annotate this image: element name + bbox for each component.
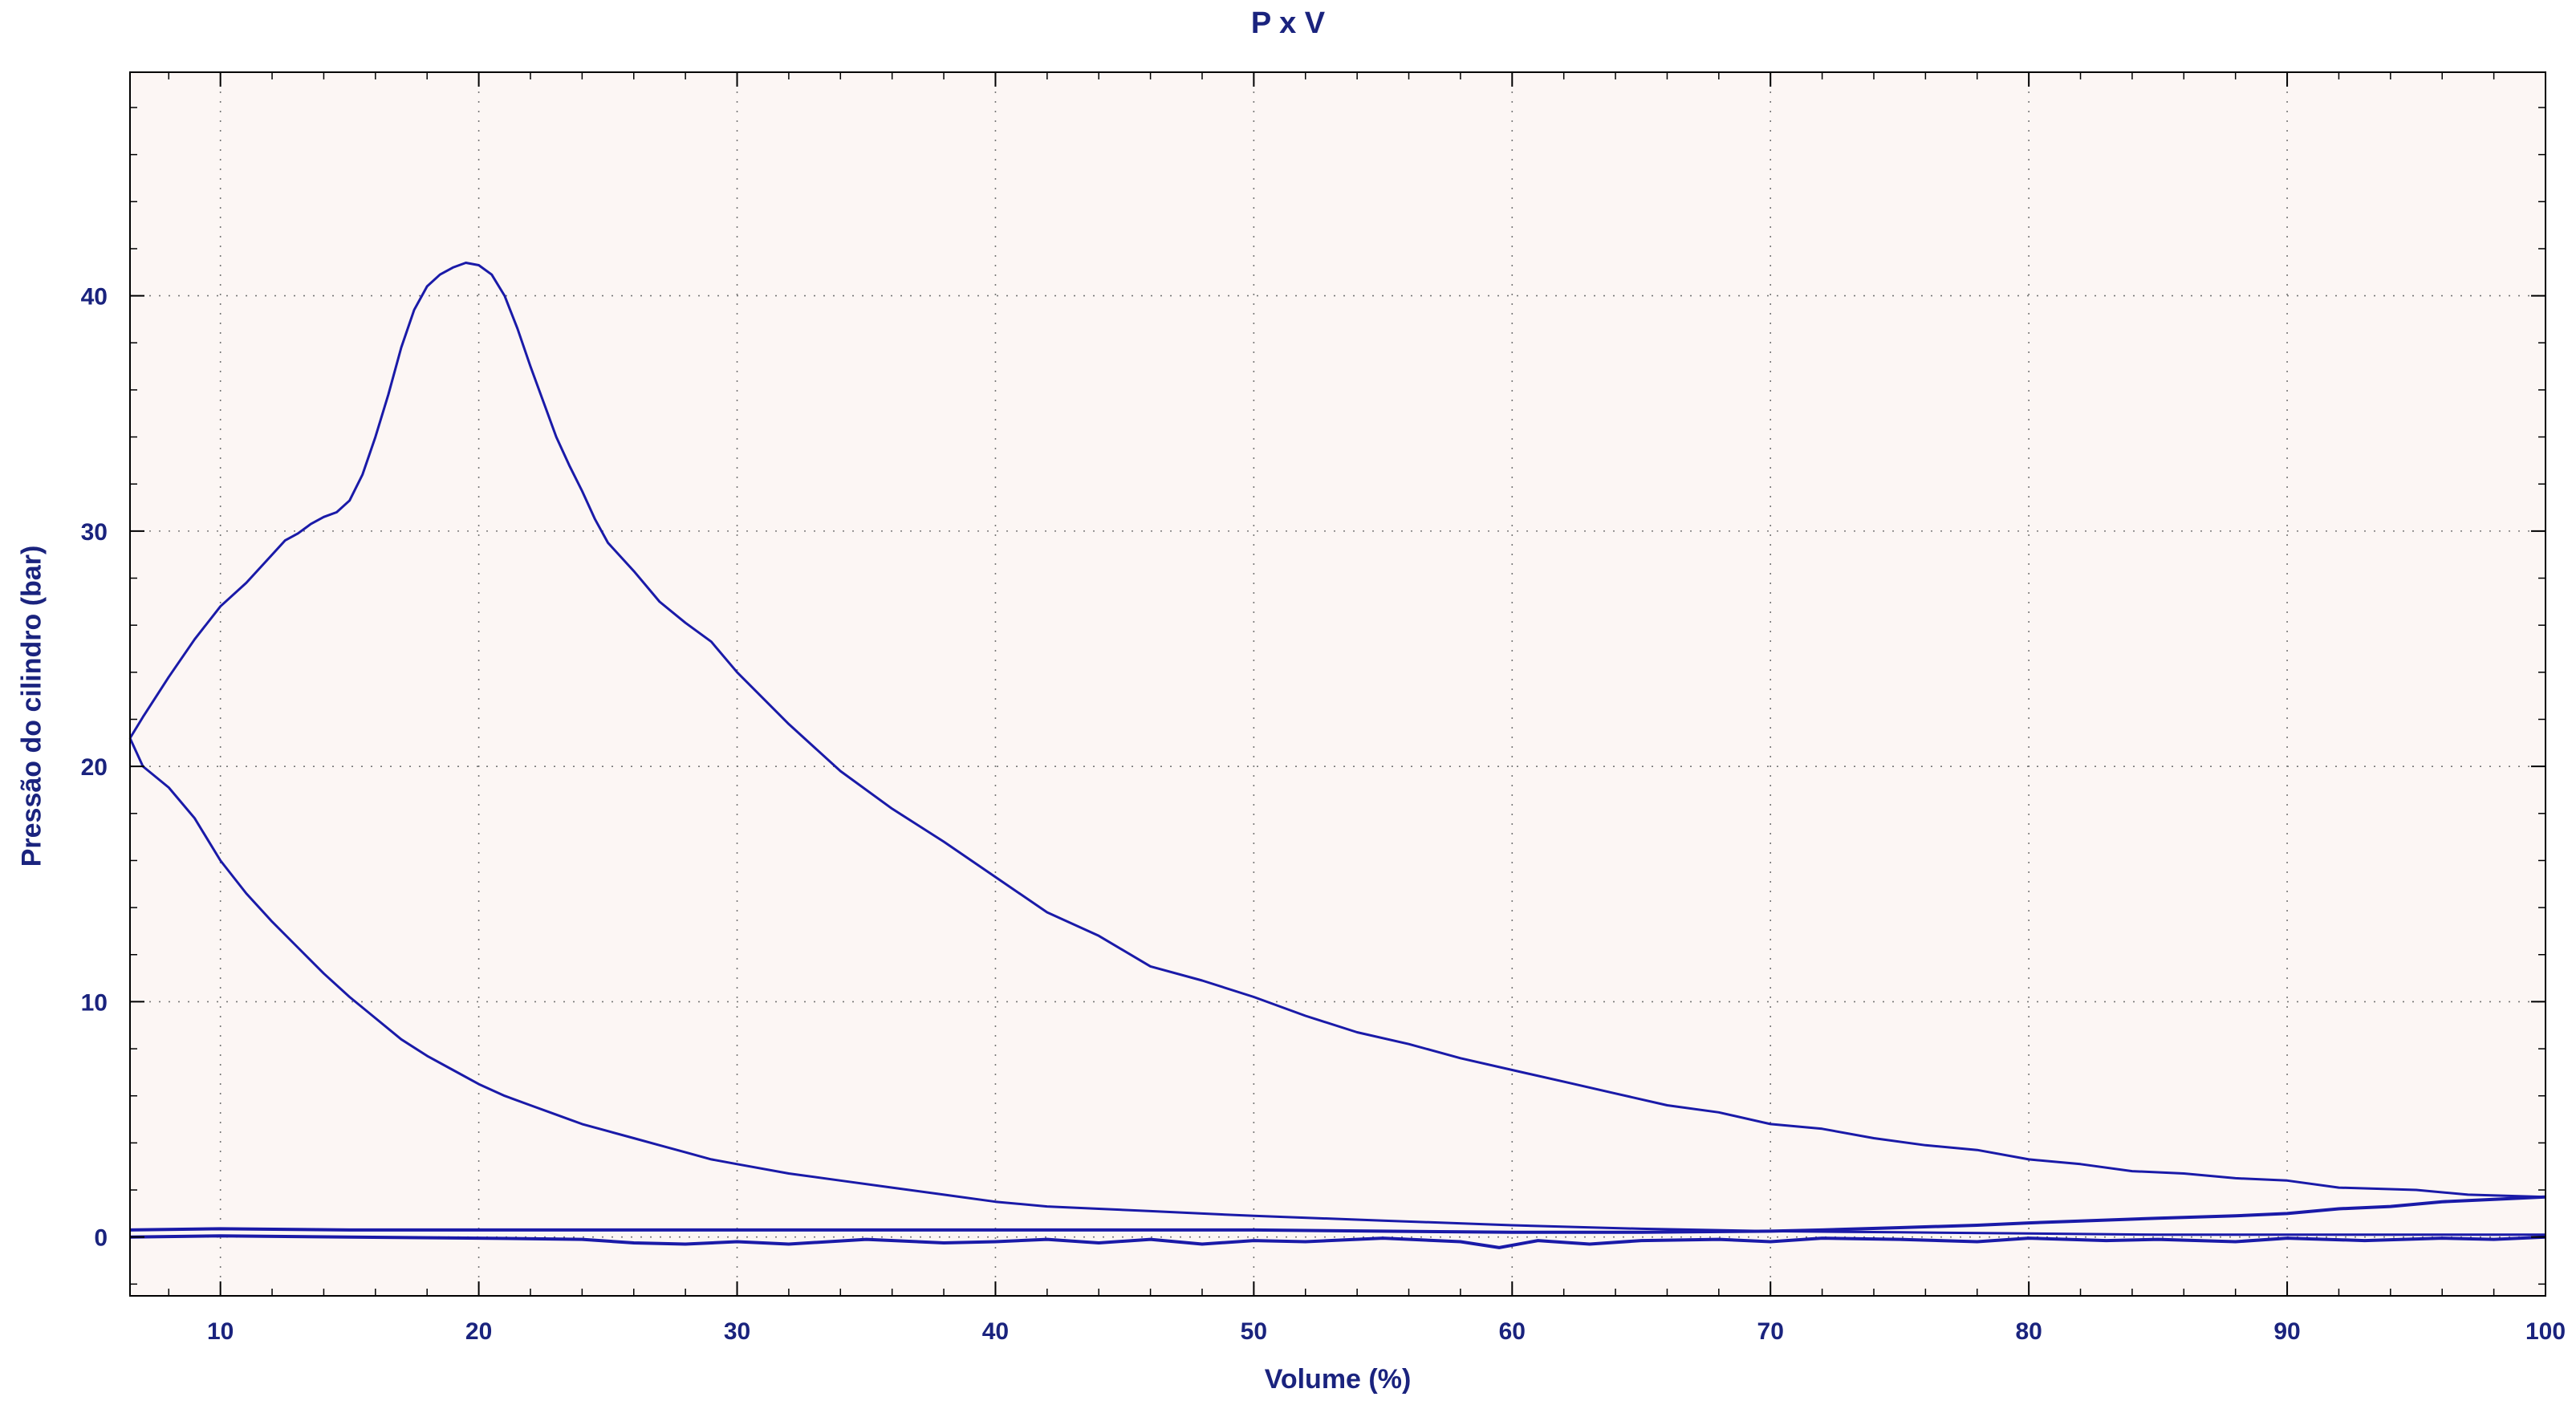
y-tick-label: 40 — [81, 284, 108, 311]
y-tick-label: 0 — [94, 1225, 108, 1252]
series-layer — [128, 262, 2546, 1249]
series-line-1 — [128, 262, 2546, 1199]
grid — [130, 72, 2546, 1296]
y-axis-label: Pressão do cilindro (bar) — [16, 545, 47, 867]
minor-ticks — [130, 72, 2546, 1296]
series-line-3 — [129, 1195, 2546, 1234]
x-tick-label: 90 — [2273, 1318, 2300, 1345]
x-tick-label: 40 — [982, 1318, 1009, 1345]
y-tick-label: 20 — [81, 754, 108, 781]
y-axis: 0 10 20 30 40 — [81, 284, 2546, 1252]
x-tick-label: 70 — [1757, 1318, 1784, 1345]
x-axis-label: Volume (%) — [1264, 1364, 1412, 1395]
x-tick-label: 50 — [1241, 1318, 1267, 1345]
chart-title: P x V — [1250, 6, 1326, 40]
plot-frame — [129, 71, 2546, 1297]
x-tick-label: 100 — [2525, 1318, 2566, 1345]
series-line-2 — [128, 737, 2546, 1236]
y-tick-label: 30 — [81, 519, 108, 546]
x-tick-label: 60 — [1499, 1318, 1526, 1345]
x-axis: 10 20 30 40 50 60 70 80 90 100 — [207, 72, 2566, 1345]
series-line-4 — [129, 1234, 2546, 1249]
plot-area — [130, 72, 2546, 1296]
y-tick-label: 10 — [81, 989, 108, 1016]
x-tick-label: 10 — [207, 1318, 234, 1345]
x-tick-label: 80 — [2015, 1318, 2042, 1345]
x-tick-label: 30 — [724, 1318, 750, 1345]
x-tick-label: 20 — [465, 1318, 492, 1345]
